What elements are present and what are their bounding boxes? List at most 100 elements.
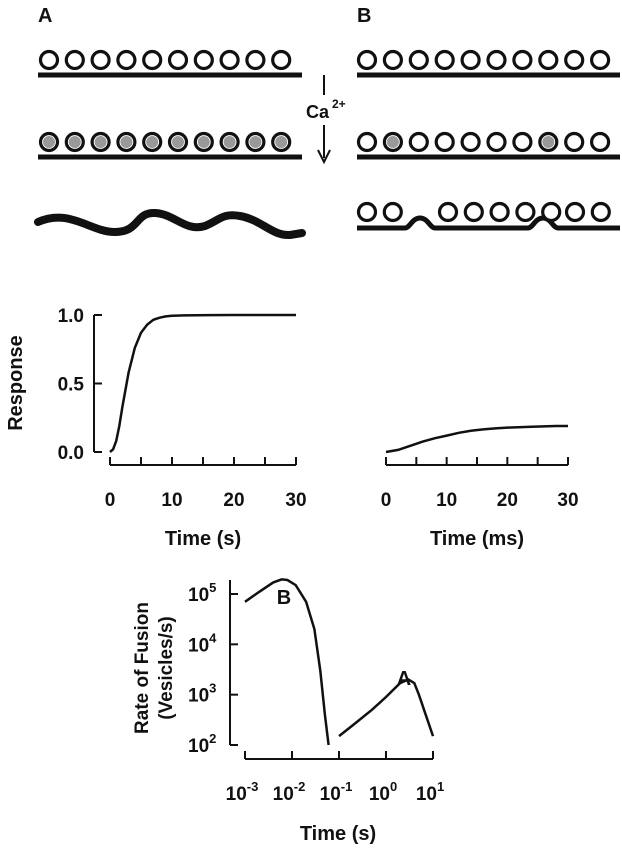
vesicle <box>116 49 137 71</box>
vesicle <box>434 49 455 71</box>
chart1-x-tick-label: 0 <box>105 490 116 511</box>
vesicle <box>589 49 611 71</box>
vesicle-row-a1 <box>38 49 292 71</box>
chart3-series-b-label: B <box>277 587 291 609</box>
chart3-y-tick-label: 102 <box>188 731 216 757</box>
chart-fusion-rate: 102 103 104 105 10-3 10-2 10-1 100 101 B A Rate… <box>132 578 444 845</box>
chart2-x-tick-label: 20 <box>497 490 518 511</box>
chart2-x-tick-label: 10 <box>436 490 457 511</box>
chart2-series-line <box>385 424 568 454</box>
vesicle-filled <box>64 131 85 153</box>
vesicle <box>90 49 111 71</box>
panel-label-b: B <box>357 5 371 27</box>
chart2-x-label: Time (ms) <box>430 528 524 550</box>
vesicle <box>408 131 429 153</box>
chart1-series-line <box>109 313 296 453</box>
vesicle <box>489 201 510 223</box>
ca-arrow-head <box>317 149 331 165</box>
vesicle <box>382 49 403 71</box>
chart3-x-tick-label: 101 <box>416 779 444 805</box>
chart2-x-tick-label: 30 <box>557 490 578 511</box>
vesicle-row-a2 <box>38 131 292 153</box>
vesicle-filled <box>167 131 189 153</box>
vesicle <box>486 49 507 71</box>
vesicle-row-b1 <box>356 49 611 71</box>
vesicle <box>356 131 378 153</box>
vesicle-filled <box>271 131 292 153</box>
chart2-x-tick-label: 0 <box>381 490 392 511</box>
vesicle-filled <box>382 131 403 153</box>
chart1-x-tick-label: 10 <box>161 490 182 511</box>
vesicle <box>512 131 533 153</box>
chart1-y-tick-label: 0.0 <box>58 443 84 464</box>
vesicle <box>38 49 60 71</box>
vesicle-row-b2 <box>356 131 611 153</box>
vesicle-filled <box>193 131 214 153</box>
vesicle <box>437 201 459 223</box>
vesicle-filled <box>38 131 60 153</box>
vesicle <box>142 49 163 71</box>
vesicle <box>167 49 189 71</box>
calcium-charge: 2+ <box>332 97 346 111</box>
vesicle-filled <box>90 131 111 153</box>
vesicle <box>356 201 378 223</box>
vesicle <box>564 201 586 223</box>
chart1-y-tick-label: 1.0 <box>58 306 84 327</box>
chart3-y-label-line1: Rate of Fusion <box>132 602 153 734</box>
vesicle <box>564 131 585 153</box>
vesicle-filled <box>116 131 137 153</box>
vesicle <box>271 49 292 71</box>
vesicle <box>538 49 559 71</box>
panel-label-a: A <box>38 5 52 27</box>
vesicle <box>356 49 378 71</box>
chart1-x-tick-label: 30 <box>285 490 306 511</box>
vesicle-schematic: Ca 2+ <box>34 49 620 239</box>
chart3-series-a-label: A <box>397 668 411 690</box>
chart3-y-label-line2: (Vesicles/s) <box>156 616 177 720</box>
vesicle-filled <box>142 131 163 153</box>
vesicle <box>589 131 611 153</box>
vesicle <box>512 49 533 71</box>
chart1-y-tick-label: 0.5 <box>58 375 85 396</box>
vesicle-filled <box>219 131 240 153</box>
chart3-x-label: Time (s) <box>300 823 376 845</box>
chart1-x-tick-label: 20 <box>223 490 244 511</box>
vesicle <box>64 49 85 71</box>
chart1-x-ticks: 0 10 20 30 <box>105 457 307 511</box>
vesicle-filled <box>245 131 266 153</box>
chart3-x-tick-label: 10-3 <box>226 779 259 805</box>
vesicle <box>434 131 455 153</box>
vesicle <box>193 49 214 71</box>
chart3-series-a-line <box>338 678 435 738</box>
chart1-y-label: Response <box>5 335 27 431</box>
vesicle <box>408 49 429 71</box>
merged-membrane-a <box>34 209 306 239</box>
vesicle <box>541 201 562 223</box>
vesicle <box>245 49 266 71</box>
chart3-y-tick-label: 103 <box>188 681 216 707</box>
chart-response-seconds: 0.0 0.5 1.0 0 10 20 30 Response Time (s) <box>5 306 307 550</box>
vesicle <box>460 49 481 71</box>
vesicle <box>463 201 484 223</box>
vesicle <box>486 131 507 153</box>
vesicle <box>590 201 611 223</box>
chart1-x-label: Time (s) <box>165 528 241 550</box>
vesicle-filled <box>538 131 559 153</box>
vesicle <box>564 49 585 71</box>
chart3-y-tick-label: 105 <box>188 580 216 606</box>
calcium-label: Ca <box>306 102 330 122</box>
chart3-y-tick-label: 104 <box>188 630 217 656</box>
chart3-x-tick-label: 10-1 <box>320 779 353 805</box>
chart3-x-tick-label: 10-2 <box>273 779 306 805</box>
chart-response-milliseconds: 0 10 20 30 Time (ms) <box>381 424 579 550</box>
vesicle <box>515 201 536 223</box>
vesicle <box>219 49 240 71</box>
vesicle <box>460 131 481 153</box>
vesicle <box>382 201 403 223</box>
chart2-x-ticks: 0 10 20 30 <box>381 457 579 511</box>
vesicle-row-b3 <box>356 201 611 223</box>
chart1-y-ticks: 0.0 0.5 1.0 <box>58 306 102 464</box>
chart3-series-b-line <box>244 578 330 746</box>
chart3-x-tick-label: 100 <box>369 779 397 805</box>
